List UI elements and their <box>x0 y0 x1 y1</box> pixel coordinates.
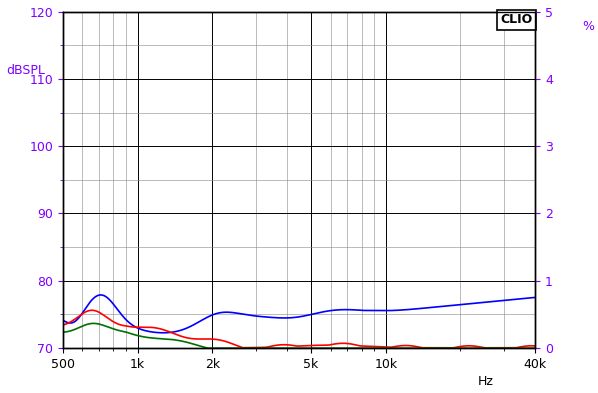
Text: %: % <box>582 20 594 33</box>
Text: Hz: Hz <box>478 375 493 387</box>
Text: CLIO: CLIO <box>501 13 533 26</box>
Text: dBSPL: dBSPL <box>6 64 45 77</box>
